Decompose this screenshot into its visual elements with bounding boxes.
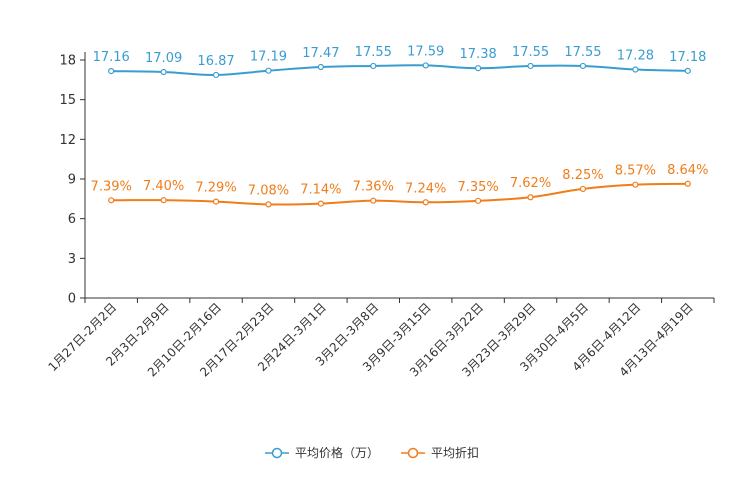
data-label: 17.28: [617, 49, 654, 64]
legend-price-label: 平均价格（万）: [294, 446, 379, 460]
data-label: 17.55: [512, 45, 549, 60]
data-label: 17.38: [460, 47, 497, 62]
y-tick-label: 12: [59, 133, 76, 148]
data-point: [527, 194, 534, 201]
data-point: [108, 68, 115, 75]
data-point: [317, 63, 324, 71]
data-point: [527, 62, 534, 70]
legend: 平均价格（万） 平均折扣: [0, 444, 744, 461]
data-label: 17.16: [93, 50, 130, 65]
data-label: 7.40%: [143, 179, 184, 194]
series-line-0: [111, 64, 688, 76]
data-label: 17.59: [407, 44, 444, 59]
y-tick-label: 18: [59, 54, 76, 69]
data-point: [108, 197, 115, 204]
y-tick-label: 15: [59, 93, 76, 108]
data-label: 7.29%: [195, 181, 236, 196]
data-point: [579, 62, 587, 70]
data-label: 17.19: [250, 50, 287, 65]
y-tick-label: 9: [68, 173, 76, 188]
data-point: [475, 197, 482, 204]
data-point: [370, 197, 377, 204]
data-point: [212, 198, 220, 205]
data-point: [422, 62, 429, 69]
legend-item-discount[interactable]: 平均折扣: [401, 444, 479, 461]
data-point: [684, 67, 691, 74]
line-chart: 03691215181月27日-2月2日2月3日-2月9日2月10日-2月16日…: [45, 44, 715, 380]
data-point: [579, 185, 587, 193]
data-point: [265, 201, 272, 208]
data-point: [212, 71, 220, 79]
data-point: [160, 68, 167, 76]
data-label: 7.14%: [300, 183, 341, 198]
data-label: 17.55: [564, 45, 601, 60]
data-label: 7.39%: [91, 179, 132, 194]
legend-discount-label: 平均折扣: [431, 446, 480, 460]
data-label: 7.36%: [353, 180, 394, 195]
y-tick-label: 6: [68, 212, 76, 227]
data-point: [265, 67, 272, 74]
data-point: [422, 199, 429, 206]
data-point: [475, 65, 482, 72]
data-label: 8.64%: [667, 163, 708, 178]
y-tick-label: 3: [68, 252, 76, 267]
data-point: [370, 62, 377, 70]
data-label: 17.09: [145, 51, 182, 66]
data-label: 17.55: [355, 45, 392, 60]
y-tick-label: 0: [68, 292, 76, 307]
data-label: 17.47: [302, 46, 339, 61]
data-label: 16.87: [197, 54, 234, 69]
data-label: 8.25%: [562, 168, 603, 183]
legend-item-price[interactable]: 平均价格（万）: [264, 444, 379, 461]
data-point: [632, 181, 639, 188]
data-label: 17.18: [669, 50, 706, 65]
data-point: [317, 200, 324, 207]
data-label: 7.08%: [248, 183, 289, 198]
data-label: 7.62%: [510, 176, 551, 191]
data-label: 8.57%: [615, 164, 656, 179]
legend-discount-marker-icon: [401, 447, 425, 458]
data-point: [160, 197, 167, 204]
data-label: 7.35%: [457, 180, 498, 195]
data-point: [684, 180, 691, 187]
legend-price-marker-icon: [264, 447, 289, 458]
data-label: 7.24%: [405, 181, 446, 196]
series-line-1: [111, 182, 688, 206]
data-point: [632, 66, 639, 73]
